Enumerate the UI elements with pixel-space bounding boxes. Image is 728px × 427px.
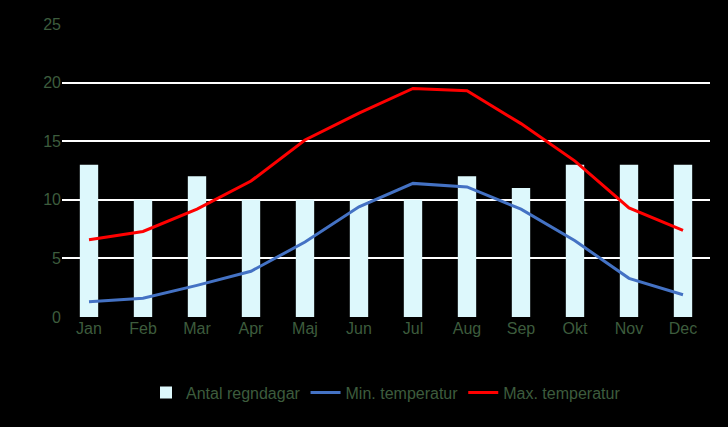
svg-text:Maj: Maj bbox=[292, 320, 318, 337]
svg-text:Mar: Mar bbox=[183, 320, 211, 337]
svg-text:20: 20 bbox=[43, 74, 61, 91]
svg-text:25: 25 bbox=[43, 16, 61, 33]
svg-text:Sep: Sep bbox=[507, 320, 536, 337]
svg-text:Min. temperatur: Min. temperatur bbox=[346, 385, 459, 402]
svg-text:Nov: Nov bbox=[615, 320, 643, 337]
svg-text:Dec: Dec bbox=[669, 320, 697, 337]
svg-text:5: 5 bbox=[52, 250, 61, 267]
svg-text:0: 0 bbox=[52, 309, 61, 326]
svg-text:Apr: Apr bbox=[239, 320, 265, 337]
svg-text:Jul: Jul bbox=[403, 320, 423, 337]
svg-text:Antal regndagar: Antal regndagar bbox=[186, 385, 301, 402]
svg-text:Max. temperatur: Max. temperatur bbox=[503, 385, 620, 402]
svg-text:10: 10 bbox=[43, 191, 61, 208]
svg-text:15: 15 bbox=[43, 133, 61, 150]
svg-text:Okt: Okt bbox=[563, 320, 588, 337]
svg-text:Jan: Jan bbox=[76, 320, 102, 337]
svg-text:Feb: Feb bbox=[129, 320, 157, 337]
svg-text:Jun: Jun bbox=[346, 320, 372, 337]
svg-text:Aug: Aug bbox=[453, 320, 481, 337]
